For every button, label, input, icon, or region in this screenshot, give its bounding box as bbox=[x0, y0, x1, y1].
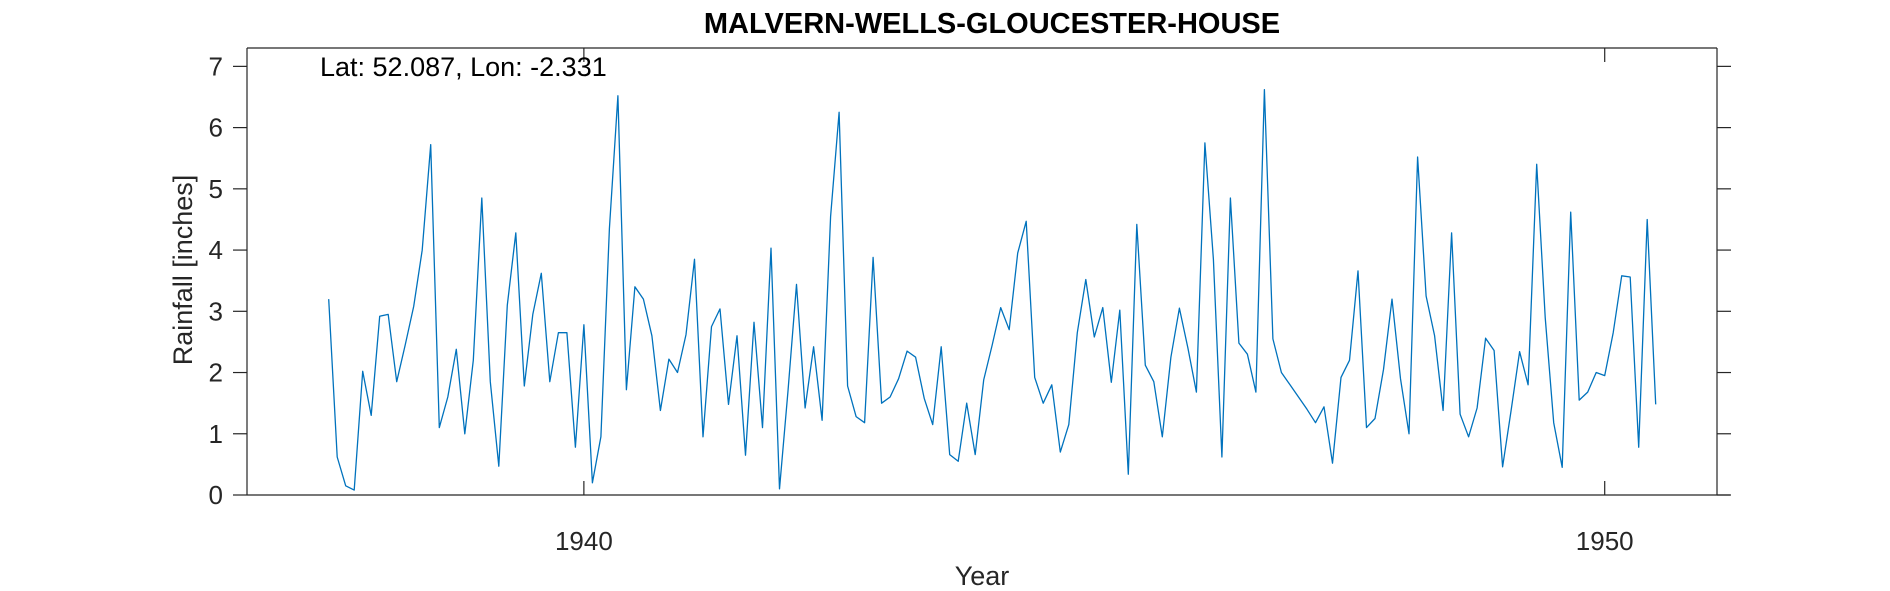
chart-title: MALVERN-WELLS-GLOUCESTER-HOUSE bbox=[704, 8, 1280, 40]
y-axis-label: Rainfall [inches] bbox=[168, 175, 198, 366]
x-axis-label: Year bbox=[955, 561, 1010, 591]
y-tick-label: 5 bbox=[209, 174, 223, 204]
y-tick-label: 4 bbox=[209, 235, 223, 265]
y-tick-label: 7 bbox=[209, 51, 223, 81]
x-tick-label: 1950 bbox=[1576, 526, 1634, 556]
rainfall-series-line bbox=[328, 88, 1657, 491]
x-tick-label: 1940 bbox=[555, 526, 613, 556]
y-tick-label: 0 bbox=[209, 480, 223, 510]
location-annotation: Lat: 52.087, Lon: -2.331 bbox=[320, 52, 607, 82]
y-tick-label: 3 bbox=[209, 296, 223, 326]
y-tick-label: 1 bbox=[209, 419, 223, 449]
y-tick-label: 2 bbox=[209, 358, 223, 388]
y-tick-label: 6 bbox=[209, 113, 223, 143]
